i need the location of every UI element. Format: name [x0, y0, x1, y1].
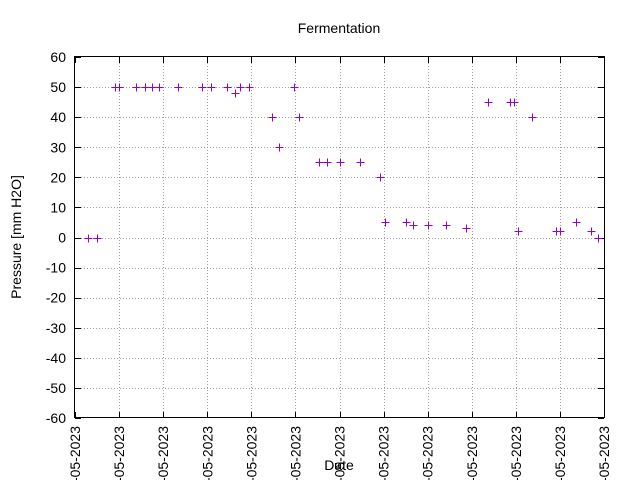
x-tick-label: 04-05-2023 [199, 426, 215, 480]
grid [75, 57, 604, 418]
data-point [424, 221, 433, 230]
data-point [376, 173, 385, 182]
data-point [295, 113, 304, 122]
data-points [84, 83, 603, 243]
x-tick-label: 06-05-2023 [287, 426, 303, 480]
x-tick-label: 11-05-2023 [508, 426, 524, 480]
data-point [132, 83, 141, 92]
data-point [115, 83, 124, 92]
chart-title: Fermentation [298, 20, 380, 36]
data-point [207, 83, 216, 92]
data-point [528, 113, 537, 122]
data-point [141, 83, 150, 92]
x-tick-label: 08-05-2023 [376, 426, 392, 480]
data-point [356, 158, 365, 167]
data-point [402, 218, 411, 227]
data-point [174, 83, 183, 92]
x-axis-label: Date [324, 457, 354, 473]
y-tick-label: 20 [50, 169, 66, 185]
data-point [594, 234, 603, 243]
y-tick-label: -20 [46, 290, 66, 306]
x-tick-label: 12-05-2023 [552, 426, 568, 480]
data-point [556, 227, 565, 236]
y-tick-label: -10 [46, 260, 66, 276]
data-point [572, 218, 581, 227]
y-tick-label: -60 [46, 410, 66, 426]
data-point [93, 234, 102, 243]
y-tick-label: 10 [50, 199, 66, 215]
x-tick-label: 10-05-2023 [464, 426, 480, 480]
data-point [155, 83, 164, 92]
y-tick-label: -40 [46, 350, 66, 366]
data-point [381, 218, 390, 227]
plot-frame [74, 56, 605, 418]
data-point [275, 143, 284, 152]
data-point [231, 89, 240, 98]
data-point [336, 158, 345, 167]
y-tick-label: 40 [50, 109, 66, 125]
data-point [84, 234, 93, 243]
x-tick-label: 03-05-2023 [155, 426, 171, 480]
x-tick-label: 09-05-2023 [420, 426, 436, 480]
data-point [268, 113, 277, 122]
data-point [409, 221, 418, 230]
data-point [514, 227, 523, 236]
y-tick-labels: -60 -50 -40 -30 -20 -10 0 10 20 30 40 50 60 [46, 49, 66, 426]
x-tick-label: 13-05-2023 [596, 426, 612, 480]
data-point [198, 83, 207, 92]
data-point [236, 83, 245, 92]
y-tick-label: -30 [46, 320, 66, 336]
y-tick-label: 30 [50, 139, 66, 155]
data-point [510, 98, 519, 107]
y-tick-label: -50 [46, 380, 66, 396]
data-point [223, 83, 232, 92]
data-point [484, 98, 493, 107]
y-axis-label: Pressure [mm H2O] [8, 175, 24, 299]
data-point [442, 221, 451, 230]
x-tick-label: 07-05-2023 [332, 426, 348, 480]
data-point [315, 158, 324, 167]
data-point [148, 83, 157, 92]
data-point [245, 83, 254, 92]
axis-ticks [75, 57, 605, 419]
x-tick-label: 05-05-2023 [243, 426, 259, 480]
x-tick-label: 01-05-2023 [67, 426, 83, 480]
y-tick-label: 0 [58, 230, 66, 246]
y-tick-label: 50 [50, 79, 66, 95]
data-point [290, 83, 299, 92]
data-point [462, 224, 471, 233]
y-tick-label: 60 [50, 49, 66, 65]
data-point [323, 158, 332, 167]
data-point [587, 227, 596, 236]
x-tick-labels: 01-05-2023 02-05-2023 03-05-2023 04-05-2023… [67, 426, 612, 480]
x-tick-label: 02-05-2023 [111, 426, 127, 480]
